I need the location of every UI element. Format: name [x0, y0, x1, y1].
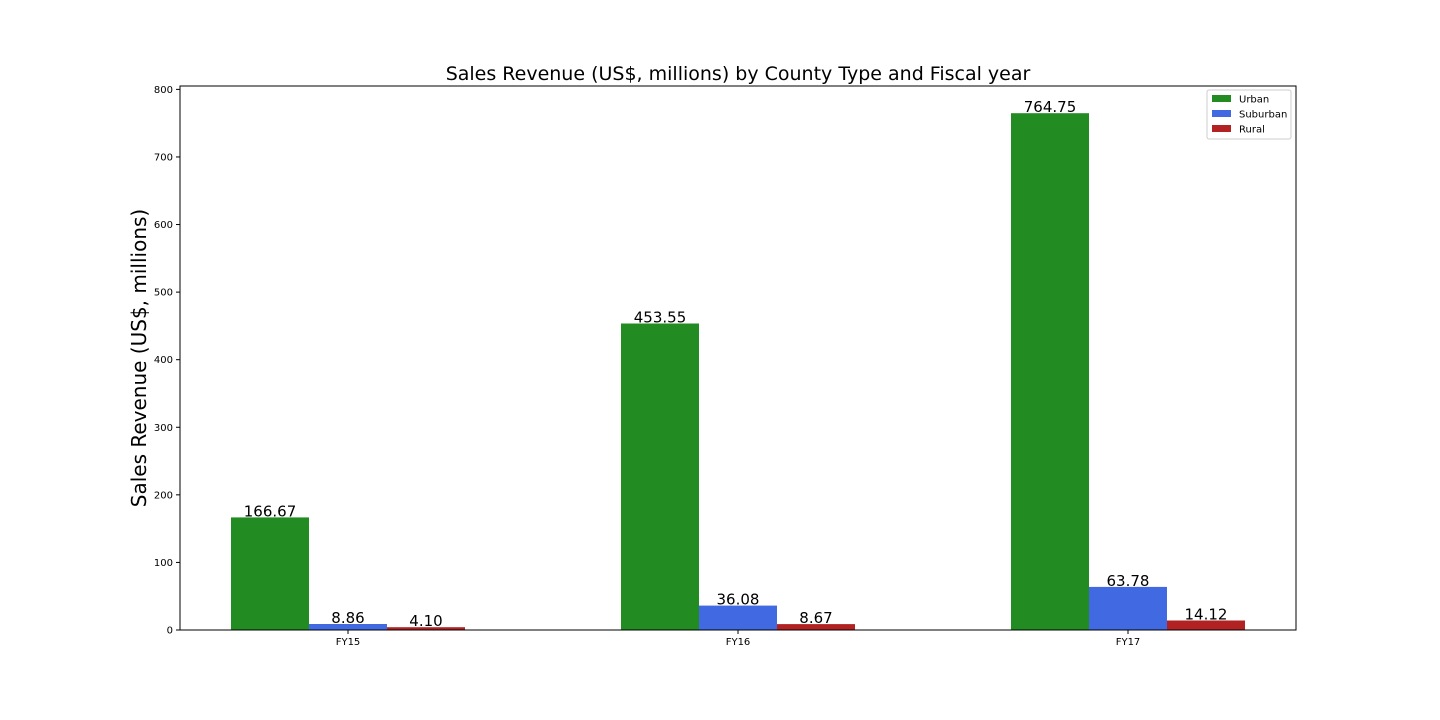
bar-rural-fy16	[777, 624, 855, 630]
y-tick-label: 300	[154, 423, 173, 434]
data-label: 14.12	[1185, 606, 1228, 624]
legend-label-rural: Rural	[1239, 125, 1265, 136]
legend: Urban Suburban Rural	[1206, 89, 1292, 140]
x-tick-label: FY15	[336, 637, 361, 648]
legend-swatch-suburban	[1212, 110, 1231, 117]
bar-urban-fy17	[1011, 113, 1089, 630]
x-axis: FY15 FY16 FY17	[336, 630, 1141, 648]
chart-title: Sales Revenue (US$, millions) by County …	[446, 63, 1031, 85]
data-label: 166.67	[244, 502, 297, 520]
y-axis-label: Sales Revenue (US$, millions)	[127, 209, 151, 507]
bar-urban-fy16	[621, 323, 699, 630]
plot-frame	[179, 85, 1297, 631]
y-tick-label: 800	[154, 85, 173, 96]
legend-swatch-urban	[1212, 95, 1231, 102]
data-label: 8.86	[331, 609, 364, 627]
data-label: 63.78	[1107, 572, 1150, 590]
y-tick-label: 400	[154, 355, 173, 366]
data-label: 453.55	[634, 309, 687, 327]
bar-suburban-fy17	[1089, 586, 1167, 630]
legend-swatch-rural	[1212, 125, 1231, 132]
bar-rural-fy15	[387, 627, 465, 630]
bar-suburban-fy16	[699, 605, 777, 630]
bar-suburban-fy15	[309, 624, 387, 630]
y-tick-label: 0	[167, 626, 173, 637]
x-tick-label: FY17	[1116, 637, 1141, 648]
y-axis: 0 100 200 300 400 500 600 700 800	[154, 85, 180, 637]
bar-urban-fy15	[231, 517, 309, 630]
bar-rural-fy17	[1167, 620, 1245, 630]
y-tick-label: 500	[154, 288, 173, 299]
y-tick-label: 700	[154, 152, 173, 163]
legend-label-suburban: Suburban	[1239, 110, 1287, 121]
x-tick-label: FY16	[726, 637, 751, 648]
data-labels-group: 166.67 453.55 764.75 8.86 36.08 63.78 4.10 8.67…	[244, 98, 1228, 630]
data-label: 36.08	[717, 591, 760, 609]
y-tick-label: 100	[154, 558, 173, 569]
bars-group	[231, 113, 1245, 630]
y-tick-label: 200	[154, 490, 173, 501]
data-label: 8.67	[799, 609, 832, 627]
data-label: 4.10	[409, 612, 442, 630]
data-label: 764.75	[1024, 98, 1077, 116]
y-tick-label: 600	[154, 220, 173, 231]
legend-label-urban: Urban	[1239, 95, 1269, 106]
